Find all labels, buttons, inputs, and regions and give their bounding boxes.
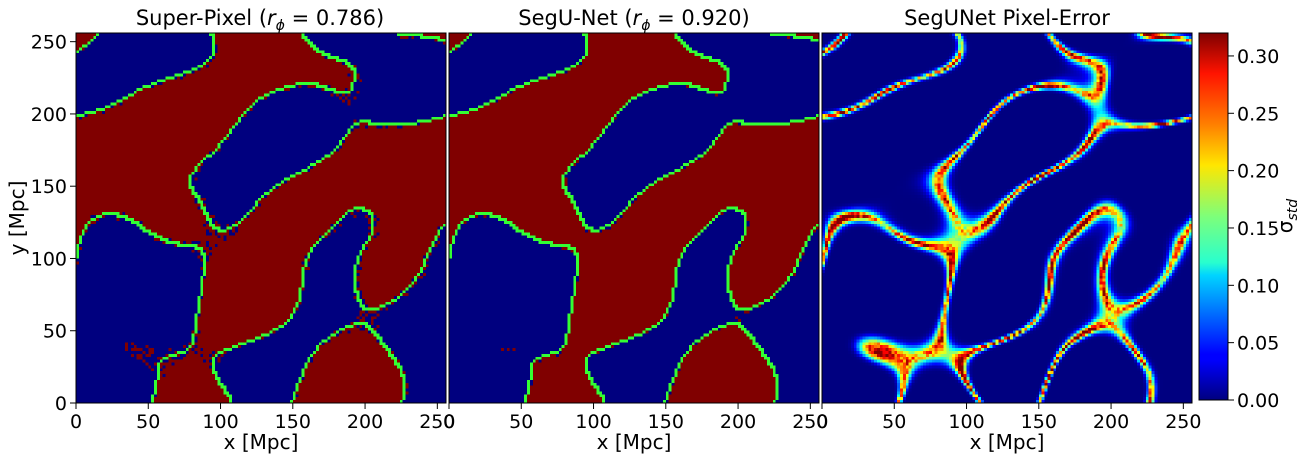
panel-segunet: SegU-Net (rϕ = 0.920) 0 50 100 150 200 250 x … <box>443 6 829 454</box>
pixel-error-map <box>822 33 1192 403</box>
x-tick-label: 50 <box>882 411 906 433</box>
panel-title-super-pixel: Super-Pixel (rϕ = 0.786) <box>136 6 384 34</box>
panel-title-segunet: SegU-Net (rϕ = 0.920) <box>518 6 749 34</box>
colorbar-tick-label: 0.00 <box>1237 390 1279 412</box>
colorbar-tick-label: 0.15 <box>1237 218 1279 240</box>
super-pixel-map <box>76 33 446 403</box>
colorbar-gradient <box>1198 32 1229 401</box>
x-tick-label: 250 <box>792 411 828 433</box>
x-tick-label: 0 <box>443 411 455 433</box>
x-tick-label: 200 <box>1093 411 1129 433</box>
x-tick-label: 50 <box>509 411 533 433</box>
colorbar-tick-label: 0.05 <box>1237 333 1279 355</box>
pixel-error-frame <box>821 32 1193 404</box>
x-tick-label: 100 <box>202 411 238 433</box>
panel-title-pixel-error: SegUNet Pixel-Error <box>904 6 1110 30</box>
y-tick-label: 100 <box>31 248 67 270</box>
x-tick-label: 250 <box>1165 411 1201 433</box>
y-tick-label: 0 <box>55 393 67 415</box>
panel-super-pixel: Super-Pixel (rϕ = 0.786) 0 50 100 150 200 250… <box>5 6 455 454</box>
colorbar-tick-label: 0.20 <box>1237 161 1279 183</box>
y-tick-label: 50 <box>43 321 67 343</box>
x-axis-label-super-pixel: x [Mpc] <box>224 430 299 454</box>
x-tick-label: 0 <box>816 411 828 433</box>
x-tick-label: 200 <box>347 411 383 433</box>
y-axis-label: y [Mpc] <box>5 181 29 256</box>
x-tick-label: 100 <box>575 411 611 433</box>
x-tick-label: 50 <box>136 411 160 433</box>
pixel-error-ticks: 0 50 100 150 200 250 <box>816 403 1201 433</box>
x-tick-label: 100 <box>948 411 984 433</box>
y-tick-label: 200 <box>31 104 67 126</box>
x-tick-label: 250 <box>419 411 455 433</box>
x-tick-label: 150 <box>648 411 684 433</box>
panel-pixel-error: SegUNet Pixel-Error 0 50 100 150 200 250 x [M… <box>816 6 1202 454</box>
segunet-ticks: 0 50 100 150 200 250 <box>443 403 828 433</box>
x-axis-label-segunet: x [Mpc] <box>597 430 672 454</box>
y-tick-label: 250 <box>31 32 67 54</box>
x-axis-label-pixel-error: x [Mpc] <box>970 430 1045 454</box>
x-tick-label: 150 <box>275 411 311 433</box>
x-tick-label: 0 <box>70 411 82 433</box>
colorbar-ticks: 0.00 0.05 0.10 0.15 0.20 0.25 0.30 <box>1228 46 1279 412</box>
colorbar-label: σstd <box>1273 199 1301 233</box>
x-tick-label: 200 <box>720 411 756 433</box>
segunet-map <box>449 33 819 403</box>
y-tick-label: 150 <box>31 176 67 198</box>
colorbar-tick-label: 0.30 <box>1237 46 1279 68</box>
segunet-frame <box>448 32 820 404</box>
colorbar: 0.00 0.05 0.10 0.15 0.20 0.25 0.30 σstd <box>1198 32 1301 412</box>
colorbar-tick-label: 0.10 <box>1237 275 1279 297</box>
super-pixel-frame <box>75 32 447 404</box>
colorbar-tick-label: 0.25 <box>1237 103 1279 125</box>
x-tick-label: 150 <box>1021 411 1057 433</box>
